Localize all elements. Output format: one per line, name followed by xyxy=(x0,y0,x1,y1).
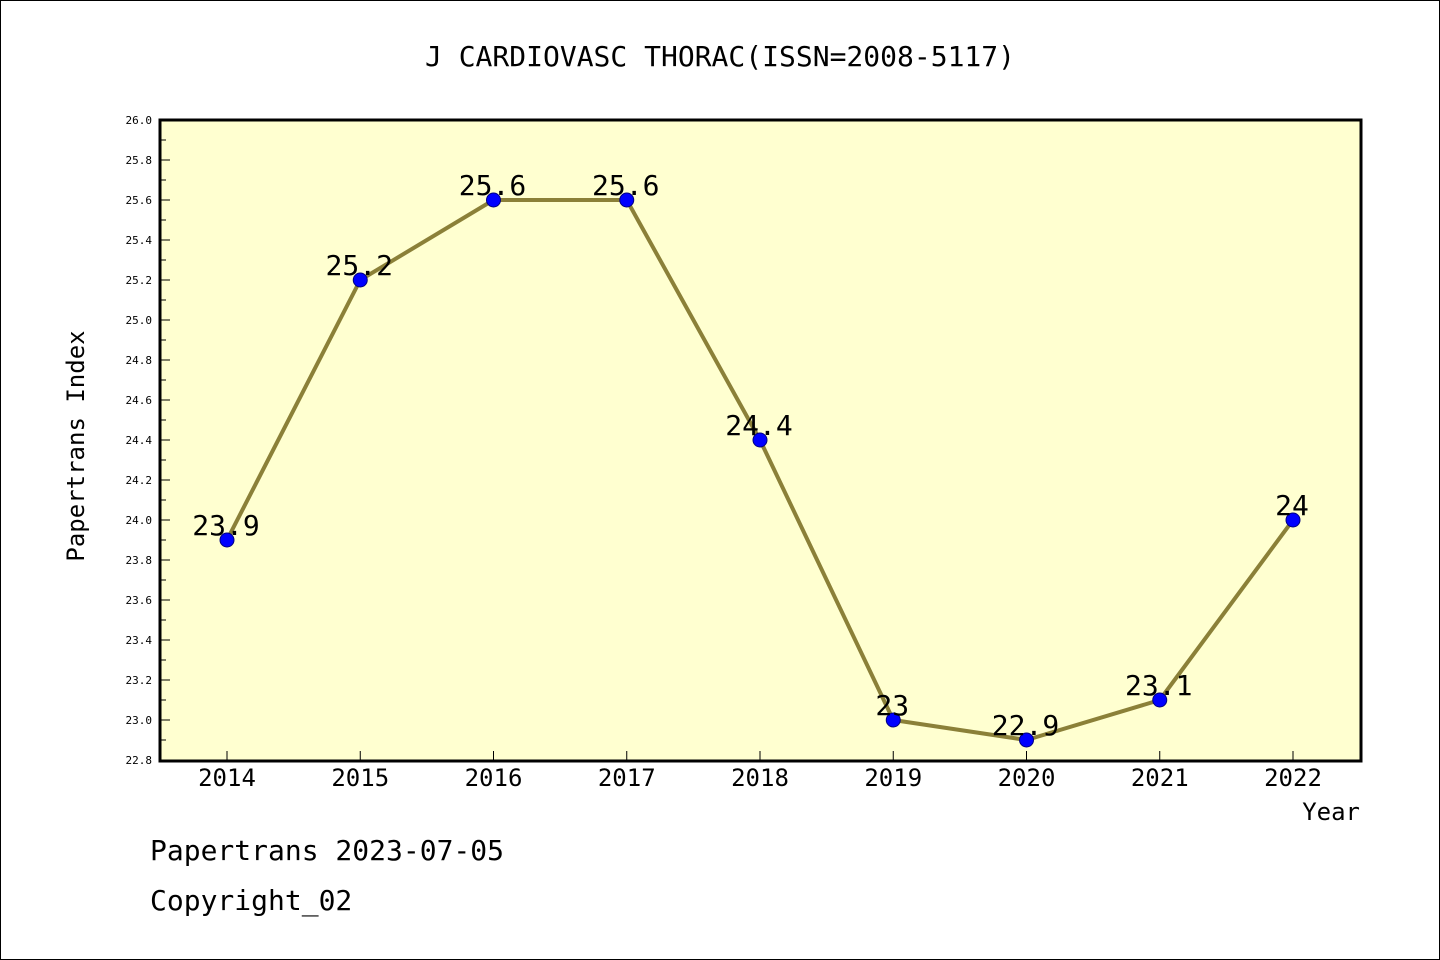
data-label: 24 xyxy=(1275,489,1309,522)
y-tick-label: 25.6 xyxy=(126,194,153,207)
y-tick-label: 25.2 xyxy=(126,274,153,287)
footer-date: Papertrans 2023-07-05 xyxy=(150,834,505,867)
x-tick-label: 2016 xyxy=(465,764,523,792)
x-tick-label: 2021 xyxy=(1131,764,1189,792)
data-point xyxy=(885,712,901,728)
x-tick-label: 2020 xyxy=(998,764,1056,792)
data-label: 25.6 xyxy=(592,169,659,202)
y-tick-label: 24.2 xyxy=(126,474,153,487)
x-tick-label: 2014 xyxy=(198,764,256,792)
data-point xyxy=(1019,732,1034,748)
y-tick-label: 24.0 xyxy=(126,514,153,527)
x-axis-label: Year xyxy=(1302,798,1360,826)
data-point xyxy=(486,192,501,208)
data-label: 23.9 xyxy=(192,509,259,542)
y-tick-label: 23.2 xyxy=(126,674,153,687)
data-label: 23.1 xyxy=(1125,669,1192,702)
data-label: 25.2 xyxy=(326,249,393,282)
y-tick-label: 25.0 xyxy=(126,314,153,327)
y-tick-label: 26.0 xyxy=(126,114,153,127)
x-tick-label: 2022 xyxy=(1264,764,1322,792)
data-point xyxy=(619,192,635,208)
data-label: 23 xyxy=(875,689,909,722)
plot-border xyxy=(158,118,1363,763)
x-tick-label: 2018 xyxy=(731,764,789,792)
y-axis: 22.8 23.0 23.2 23.4 23.6 23.8 24.0 24.2 24.4 24.6… xyxy=(126,114,170,767)
data-point xyxy=(219,532,235,548)
y-tick-label: 23.6 xyxy=(126,594,153,607)
y-tick-label: 25.8 xyxy=(126,154,153,167)
y-tick-label: 24.6 xyxy=(126,394,153,407)
series-papertrans-index: 23.9 25.2 25.6 25.6 24.4 23 22.9 23.1 24 xyxy=(192,169,1309,748)
x-tick-label: 2017 xyxy=(598,764,656,792)
y-tick-label: 23.0 xyxy=(126,714,153,727)
y-axis-label: Papertrans Index xyxy=(62,330,90,561)
data-point xyxy=(1152,692,1168,708)
data-point xyxy=(352,272,368,288)
data-label: 25.6 xyxy=(459,169,526,202)
footer-copyright: Copyright_02 xyxy=(150,884,353,917)
data-point xyxy=(1285,512,1301,528)
x-axis: 2014 2015 2016 2017 2018 2019 2020 2021 2022 xyxy=(198,751,1322,792)
x-tick-label: 2015 xyxy=(331,764,389,792)
y-tick-label: 22.8 xyxy=(126,754,153,767)
chart-title: J CARDIOVASC THORAC(ISSN=2008-5117) xyxy=(425,40,1015,73)
y-tick-label: 25.4 xyxy=(126,234,153,247)
data-label: 22.9 xyxy=(992,709,1059,742)
data-point xyxy=(752,432,768,448)
data-label: 24.4 xyxy=(725,409,792,442)
x-tick-label: 2019 xyxy=(864,764,922,792)
y-tick-label: 24.8 xyxy=(126,354,153,367)
y-tick-label: 24.4 xyxy=(126,434,153,447)
y-tick-label: 23.4 xyxy=(126,634,153,647)
y-tick-label: 23.8 xyxy=(126,554,153,567)
